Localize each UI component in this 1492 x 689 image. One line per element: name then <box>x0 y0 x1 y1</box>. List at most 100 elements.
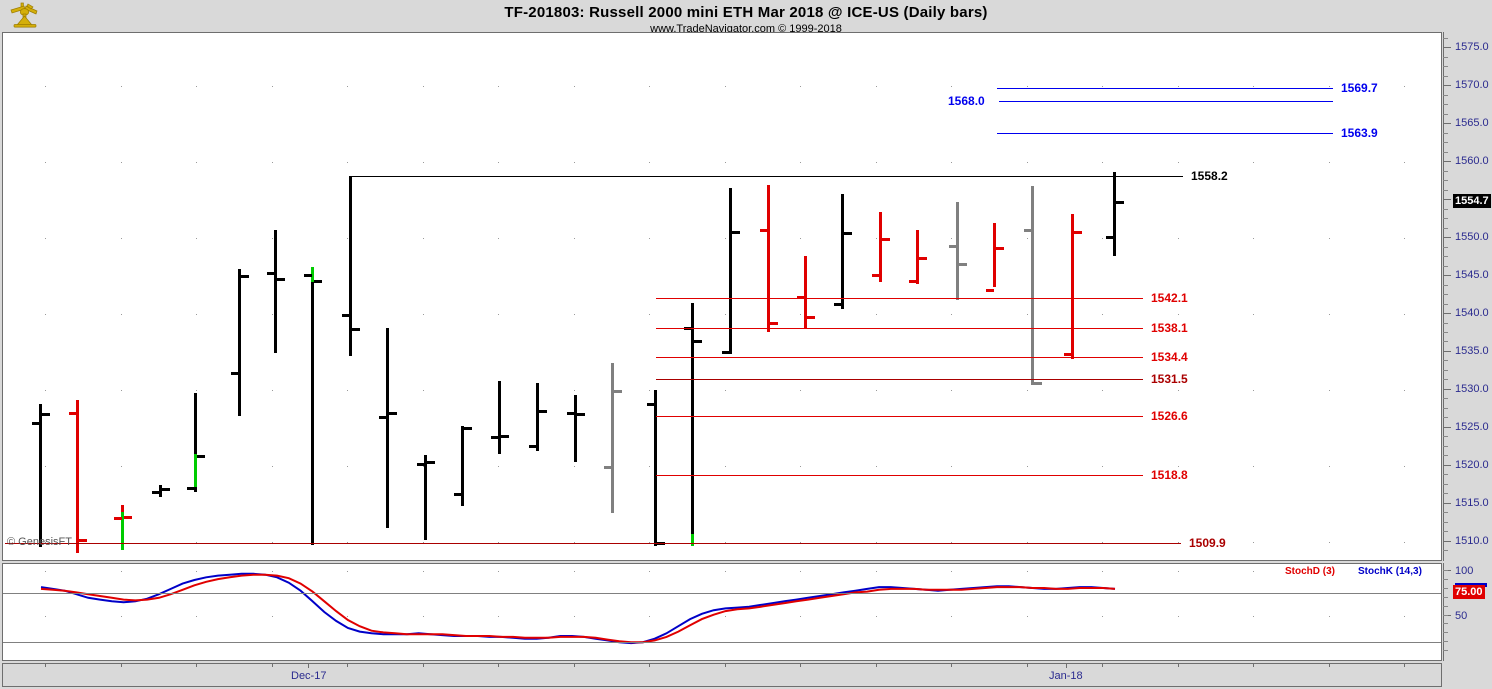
date-axis-label: Dec-17 <box>291 670 327 682</box>
ohlc-bar <box>311 267 314 545</box>
price-level-line <box>997 132 1333 134</box>
ohlc-close-tick <box>427 461 435 464</box>
ohlc-bar-overlay <box>194 454 197 488</box>
ohlc-close-tick <box>882 237 890 241</box>
ohlc-bar <box>274 230 277 354</box>
ohlc-open-tick <box>872 273 880 277</box>
axis-tick <box>1443 85 1451 87</box>
ohlc-close-tick <box>1116 201 1124 205</box>
ohlc-open-tick <box>797 295 805 299</box>
axis-tick <box>1443 123 1451 125</box>
price-level-line <box>351 175 1183 177</box>
price-axis[interactable]: 1575.01570.01565.01560.01555.01550.01545… <box>1443 32 1492 561</box>
ohlc-open-tick <box>949 245 957 249</box>
ohlc-open-tick <box>1024 229 1032 233</box>
price-level-label: 1531.5 <box>1151 371 1188 386</box>
ohlc-bar <box>691 303 694 546</box>
stochastic-series-line <box>40 572 1116 645</box>
axis-label: 1550.0 <box>1455 231 1489 243</box>
indicator-legend-item[interactable]: StochK (14,3) <box>1358 566 1422 577</box>
stochastic-axis[interactable]: 100 50 75.00 <box>1443 563 1492 661</box>
price-level-label: 1518.8 <box>1151 468 1188 482</box>
price-level-label: 1509.9 <box>1189 535 1226 550</box>
ohlc-close-tick <box>352 328 360 332</box>
axis-label: 1510.0 <box>1455 534 1489 547</box>
price-level-label: 1542.1 <box>1151 291 1188 305</box>
ohlc-close-tick <box>614 389 622 393</box>
axis-tick <box>1443 161 1451 163</box>
price-level-label: 1568.0 <box>948 94 985 109</box>
ohlc-open-tick <box>187 486 195 490</box>
axis-tick <box>1443 464 1451 466</box>
stochastic-lines <box>40 572 1116 645</box>
ohlc-close-tick <box>42 413 50 417</box>
price-level-label: 1558.2 <box>1191 168 1228 183</box>
price-level-line <box>656 298 1143 299</box>
stochastic-series-line <box>40 573 1116 644</box>
axis-tick <box>1443 313 1451 314</box>
axis-tick <box>1443 237 1451 238</box>
ohlc-bar <box>611 362 614 513</box>
ohlc-bar <box>498 380 501 455</box>
axis-tick <box>1443 540 1451 542</box>
ohlc-open-tick <box>1106 235 1114 239</box>
price-level-label: 1569.7 <box>1341 81 1378 96</box>
price-level-line <box>997 88 1333 90</box>
date-axis[interactable]: Dec-17 Jan-18 <box>2 663 1442 687</box>
ohlc-close-tick <box>996 246 1004 250</box>
axis-label: 1530.0 <box>1455 382 1489 395</box>
ohlc-close-tick <box>1074 231 1082 234</box>
ohlc-close-tick <box>959 262 967 266</box>
ohlc-open-tick <box>114 517 122 521</box>
price-level-label: 1526.6 <box>1151 408 1188 423</box>
ohlc-bar <box>654 389 657 547</box>
indicator-legend-item[interactable]: StochD (3) <box>1285 566 1335 577</box>
ohlc-bar <box>879 211 882 283</box>
ohlc-open-tick <box>834 303 842 307</box>
ohlc-open-tick <box>32 422 40 426</box>
ohlc-open-tick <box>647 402 655 406</box>
ohlc-close-tick <box>464 426 472 430</box>
ohlc-close-tick <box>577 413 585 417</box>
stochastic-pane[interactable]: StochD (3) StochK (14,3) <box>2 563 1442 661</box>
ohlc-close-tick <box>919 256 927 260</box>
ohlc-close-tick <box>844 231 852 235</box>
ohlc-bar <box>39 403 42 548</box>
axis-tick <box>1443 388 1451 390</box>
ohlc-bar <box>238 269 241 417</box>
ohlc-bar <box>194 392 197 492</box>
axis-label: 50 <box>1455 609 1468 622</box>
price-level-line <box>5 542 1181 544</box>
ohlc-open-tick <box>529 445 537 449</box>
ohlc-close-tick <box>314 279 322 283</box>
ohlc-open-tick <box>454 492 462 496</box>
ohlc-open-tick <box>379 415 387 419</box>
axis-tick <box>1443 199 1451 201</box>
axis-line <box>1443 563 1444 661</box>
theodolite-logo-icon <box>6 1 44 30</box>
ohlc-close-tick <box>1034 382 1042 386</box>
ohlc-bar <box>993 222 996 287</box>
ohlc-close-tick <box>197 455 205 458</box>
ohlc-open-tick <box>567 411 575 415</box>
axis-tick <box>1443 47 1451 49</box>
ohlc-open-tick <box>304 273 312 277</box>
axis-label: 1560.0 <box>1455 155 1489 168</box>
axis-label: 1535.0 <box>1455 344 1489 357</box>
ohlc-bar <box>349 175 352 357</box>
ohlc-bar <box>76 399 79 554</box>
axis-line <box>1443 32 1444 561</box>
ohlc-close-tick <box>501 434 509 438</box>
ohlc-close-tick <box>732 231 740 234</box>
ohlc-open-tick <box>986 289 994 293</box>
ohlc-close-tick <box>79 539 87 543</box>
axis-label: 1520.0 <box>1455 458 1489 471</box>
ohlc-open-tick <box>267 272 275 275</box>
axis-label: 1545.0 <box>1455 269 1489 281</box>
ohlc-open-tick <box>722 350 730 354</box>
ohlc-bar <box>159 484 162 497</box>
ohlc-bar-overlay <box>311 266 314 283</box>
ohlc-close-tick <box>539 410 547 414</box>
price-chart-pane[interactable]: 1569.7 1568.0 1563.9 1558.2 1542.1 1538.1 1534… <box>2 32 1442 561</box>
axis-label: 1565.0 <box>1455 117 1489 130</box>
